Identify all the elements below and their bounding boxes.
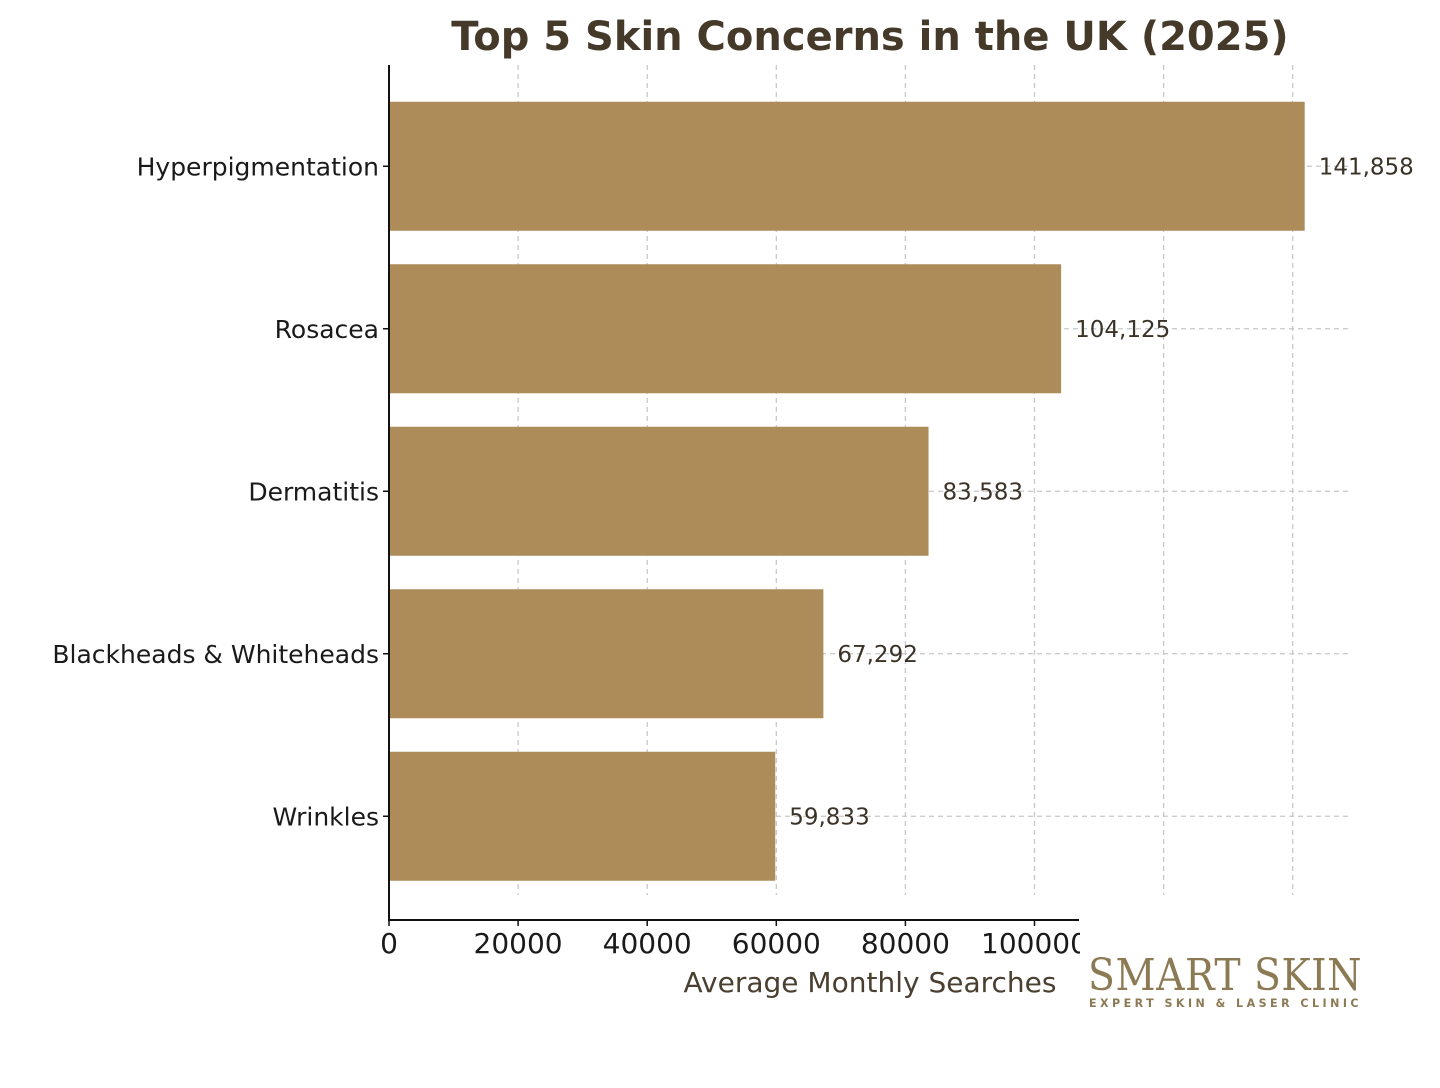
smart-skin-logo: SMART SKIN EXPERT SKIN & LASER CLINIC <box>1088 950 1362 1010</box>
bar <box>389 264 1062 394</box>
value-label: 67,292 <box>837 642 917 668</box>
x-tick-label: 40000 <box>603 927 692 960</box>
bar <box>389 101 1305 231</box>
category-label: Hyperpigmentation <box>137 152 379 181</box>
value-labels: 141,858 104,125 83,583 67,292 59,833 <box>789 154 1414 830</box>
x-tick-label: 20000 <box>474 927 563 960</box>
value-label: 59,833 <box>789 804 869 830</box>
x-tick-label: 0 <box>380 927 398 960</box>
x-axis-label: Average Monthly Searches <box>684 966 1057 999</box>
bar <box>389 589 824 719</box>
value-label: 141,858 <box>1319 154 1414 180</box>
logo-tagline: EXPERT SKIN & LASER CLINIC <box>1089 996 1362 1010</box>
bar <box>389 751 776 881</box>
logo-wordmark: SMART SKIN <box>1088 950 1362 1001</box>
category-label: Blackheads & Whiteheads <box>52 640 379 669</box>
x-tick-label: 100000 <box>981 927 1088 960</box>
axes <box>383 65 1079 926</box>
chart-title: Top 5 Skin Concerns in the UK (2025) <box>451 14 1288 60</box>
value-label: 83,583 <box>943 479 1023 505</box>
x-tick-label: 60000 <box>732 927 821 960</box>
x-tick-label: 80000 <box>861 927 950 960</box>
category-labels: Hyperpigmentation Rosacea Dermatitis Blackh… <box>52 152 379 831</box>
value-label: 104,125 <box>1075 317 1170 343</box>
category-label: Dermatitis <box>248 477 379 506</box>
bar <box>389 426 929 556</box>
category-label: Rosacea <box>275 315 379 344</box>
x-tick-labels: 0 20000 40000 60000 80000 100000 <box>380 927 1088 960</box>
category-label: Wrinkles <box>273 802 380 831</box>
bars <box>389 101 1305 881</box>
